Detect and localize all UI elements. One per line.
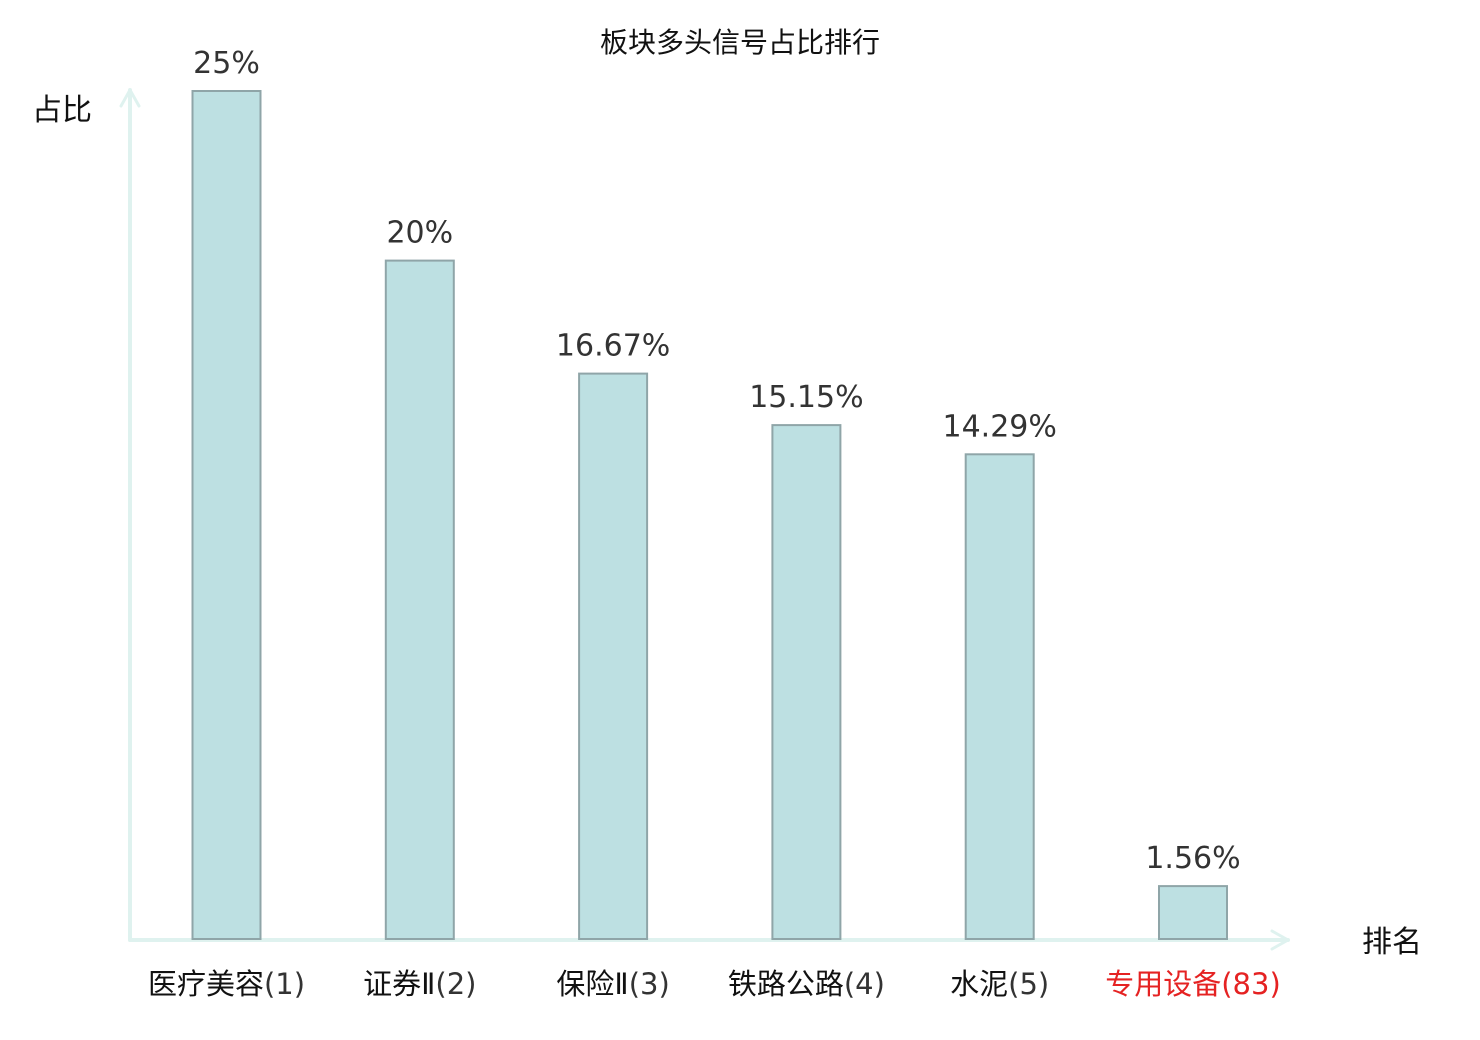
bar-5 (964, 453, 1035, 940)
bar-1 (191, 90, 262, 940)
category-name-1: 医疗美容 (148, 967, 264, 1001)
category-rank-5: (5) (1008, 967, 1049, 1001)
category-name-5: 水泥 (950, 967, 1008, 1001)
category-label-1: 医疗美容(1) (148, 967, 305, 1001)
value-label-5: 14.29% (943, 409, 1057, 444)
bar-6 (1158, 885, 1228, 940)
bar-2 (384, 259, 455, 941)
chart-title: 板块多头信号占比排行 (600, 26, 880, 59)
category-rank-3: (3) (629, 967, 670, 1001)
x-axis-arrow (1270, 929, 1290, 951)
value-label-2: 20% (386, 216, 453, 251)
category-rank-4: (4) (844, 967, 885, 1001)
y-axis-arrow (119, 88, 141, 108)
category-label-4: 铁路公路(4) (728, 967, 885, 1001)
category-name-4: 铁路公路 (728, 967, 844, 1001)
category-label-6: 专用设备(83) (1105, 967, 1281, 1001)
y-axis-label: 占比 (32, 93, 92, 128)
category-label-5: 水泥(5) (950, 967, 1049, 1001)
value-label-3: 16.67% (556, 329, 670, 364)
axes (119, 88, 1290, 951)
value-label-4: 15.15% (749, 380, 863, 415)
category-labels-group: 医疗美容(1) 证券Ⅱ(2) 保险Ⅱ(3) 铁路公路(4) 水泥(5) 专用设备(83) (148, 967, 1281, 1001)
category-rank-6: (83) (1221, 967, 1281, 1001)
category-label-2: 证券Ⅱ(2) (363, 967, 476, 1001)
category-label-3: 保险Ⅱ(3) (556, 967, 669, 1001)
value-labels-group: 25% 20% 16.67% 15.15% 14.29% 1.56% (193, 46, 1241, 876)
category-name-3: 保险Ⅱ (556, 967, 628, 1001)
category-rank-2: (2) (435, 967, 476, 1001)
category-name-6: 专用设备 (1105, 967, 1221, 1001)
category-name-2: 证券Ⅱ (363, 967, 435, 1001)
bar-4 (771, 424, 842, 941)
value-label-1: 25% (193, 46, 260, 81)
bars-group (191, 90, 1228, 941)
bar-3 (578, 372, 649, 941)
category-rank-1: (1) (264, 967, 305, 1001)
x-axis-label: 排名 (1362, 925, 1422, 960)
value-label-6: 1.56% (1145, 841, 1240, 876)
